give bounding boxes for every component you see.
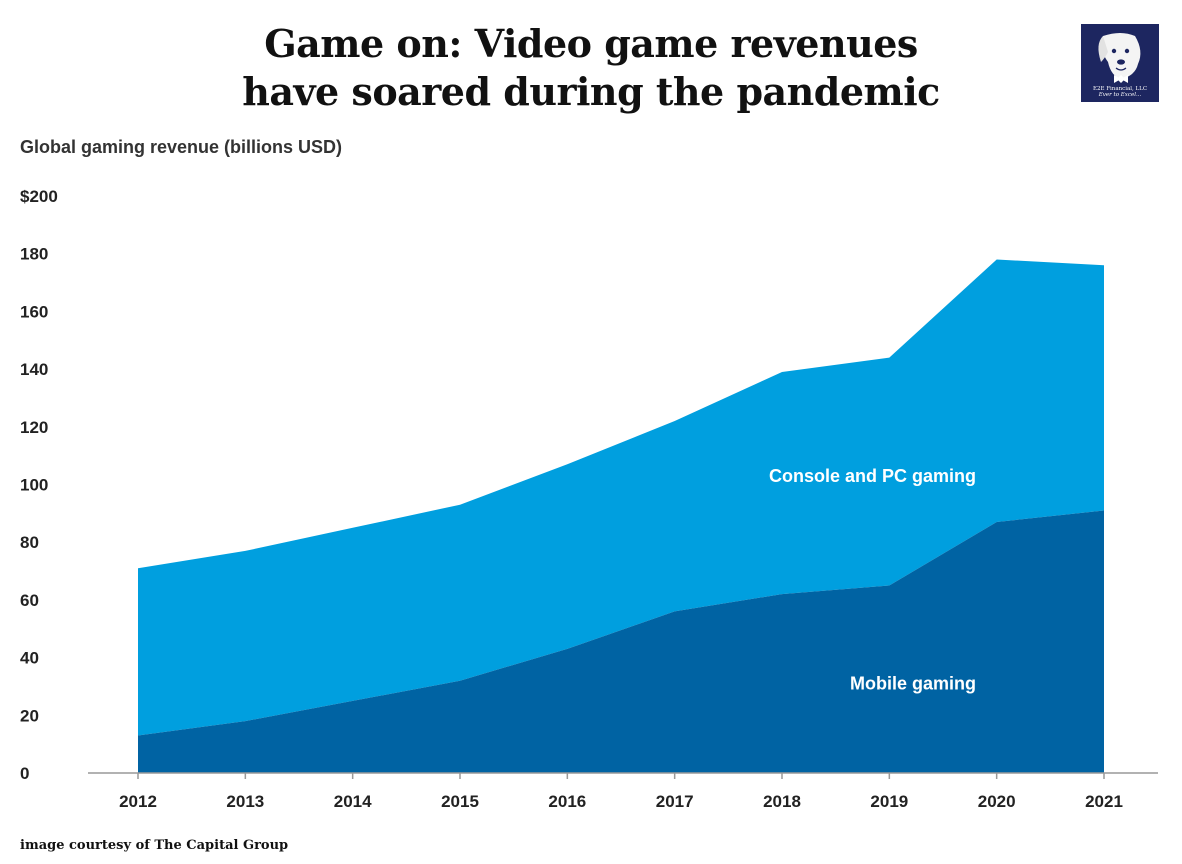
y-tick-label: 120	[20, 418, 48, 437]
x-axis-ticks: 2012 2013 2014 2015 2016 2017 2018 2019 2020 2021	[119, 773, 1123, 811]
y-tick-label: 140	[20, 360, 48, 379]
y-tick-label: 0	[20, 764, 29, 783]
y-tick-label: 80	[20, 533, 39, 552]
series-area-console-and-pc	[138, 259, 1104, 736]
x-tick-label: 2013	[226, 792, 264, 811]
chart-areas	[138, 259, 1104, 773]
x-tick-label: 2012	[119, 792, 157, 811]
series-labels: Console and PC gaming Mobile gaming	[769, 466, 976, 694]
series-area-mobile	[138, 510, 1104, 773]
image-credit: image courtesy of The Capital Group	[20, 838, 289, 853]
chart-title: Game on: Video game revenues have soared…	[200, 20, 982, 116]
series-label-mobile: Mobile gaming	[850, 674, 976, 694]
y-tick-label: 60	[20, 591, 39, 610]
y-tick-label: 100	[20, 476, 48, 495]
x-tick-label: 2019	[870, 792, 908, 811]
logo-tagline: Ever to Excel...	[1098, 92, 1142, 98]
company-logo: E2E Financial, LLC Ever to Excel...	[1081, 24, 1159, 102]
y-tick-label: 40	[20, 649, 39, 668]
y-axis-ticks: 0 20 40 60 80 100 120 140 160 180 $200	[20, 187, 58, 783]
y-tick-label: $200	[20, 187, 58, 206]
x-tick-label: 2015	[441, 792, 479, 811]
x-tick-label: 2016	[548, 792, 586, 811]
chart-title-line-2: have soared during the pandemic	[242, 69, 940, 114]
logo-company-name: E2E Financial, LLC	[1092, 86, 1148, 92]
y-tick-label: 160	[20, 302, 48, 321]
x-tick-label: 2018	[763, 792, 801, 811]
y-tick-label: 180	[20, 245, 48, 264]
x-tick-label: 2017	[656, 792, 694, 811]
y-tick-label: 20	[20, 706, 39, 725]
x-tick-label: 2014	[334, 792, 372, 811]
x-tick-label: 2021	[1085, 792, 1123, 811]
chart-title-line-1: Game on: Video game revenues	[264, 21, 918, 66]
series-label-console-and-pc: Console and PC gaming	[769, 466, 976, 486]
x-tick-label: 2020	[978, 792, 1016, 811]
y-axis-title: Global gaming revenue (billions USD)	[20, 137, 343, 157]
dog-mascot-icon	[1098, 33, 1141, 83]
